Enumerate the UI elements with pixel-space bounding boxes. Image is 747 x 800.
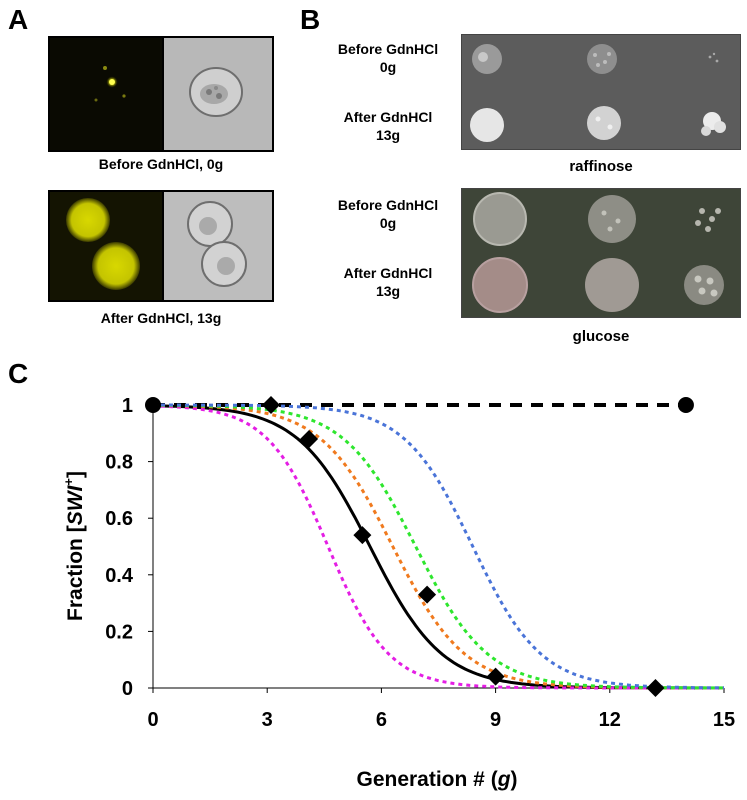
diamond-marker	[262, 396, 281, 414]
raffinose-row-before: Before GdnHCl 0g	[337, 41, 439, 75]
panel-letter-c: C	[8, 358, 29, 389]
brightfield-cell	[189, 67, 243, 117]
panel-letter-a: A	[8, 4, 29, 35]
x-tick-label: 12	[599, 709, 621, 731]
diamond-marker	[486, 667, 505, 686]
diamond-marker	[353, 526, 372, 545]
glucose-row-after: After GdnHCl 13g	[343, 265, 433, 299]
raffinose-label: raffinose	[569, 158, 633, 175]
glucose-label: glucose	[572, 328, 630, 345]
y-tick-label: 0.6	[105, 508, 133, 530]
fluorescence-image-after	[48, 190, 164, 302]
caption-after: After GdnHCl, 13g	[100, 310, 222, 326]
circle-marker	[677, 397, 694, 413]
x-tick-label: 15	[713, 709, 735, 731]
y-tick-label: 0.2	[105, 621, 133, 643]
fluorescent-cell-puncta	[94, 66, 126, 102]
y-tick-label: 0.8	[105, 452, 133, 474]
dotted-green-curve	[153, 403, 724, 690]
fluorescent-cells-diffuse	[66, 198, 140, 290]
solid-black-curve	[152, 404, 724, 690]
circle-marker	[145, 397, 161, 413]
diamond-marker	[418, 585, 437, 604]
brightfield-image-before	[162, 36, 274, 152]
dotted-orange-curve	[153, 403, 724, 690]
panel-letter-b: B	[300, 4, 321, 35]
x-axis-label: Generation # (g)	[356, 768, 517, 791]
x-tick-label: 3	[262, 709, 273, 731]
raffinose-plate	[461, 34, 741, 150]
dotted-blue-curve	[153, 403, 724, 690]
caption-before: Before GdnHCl, 0g	[98, 156, 224, 172]
x-tick-label: 9	[490, 709, 501, 731]
glucose-row-before: Before GdnHCl 0g	[337, 197, 439, 231]
glucose-plate	[461, 188, 741, 318]
brightfield-image-after	[162, 190, 274, 302]
raffinose-row-after: After GdnHCl 13g	[343, 109, 433, 143]
y-tick-label: 0.4	[105, 565, 134, 587]
glucose-colonies	[472, 192, 724, 313]
y-tick-label: 1	[122, 395, 133, 417]
diamond-marker	[646, 679, 665, 697]
diamond-marker	[300, 429, 319, 448]
y-tick-label: 0	[122, 678, 133, 700]
x-tick-label: 6	[376, 709, 387, 731]
x-tick-label: 0	[147, 709, 158, 731]
y-axis-label: Fraction [SWI+]	[61, 471, 87, 621]
brightfield-cells	[187, 201, 247, 287]
raffinose-colonies	[470, 44, 726, 142]
dotted-magenta-curve	[152, 404, 724, 690]
